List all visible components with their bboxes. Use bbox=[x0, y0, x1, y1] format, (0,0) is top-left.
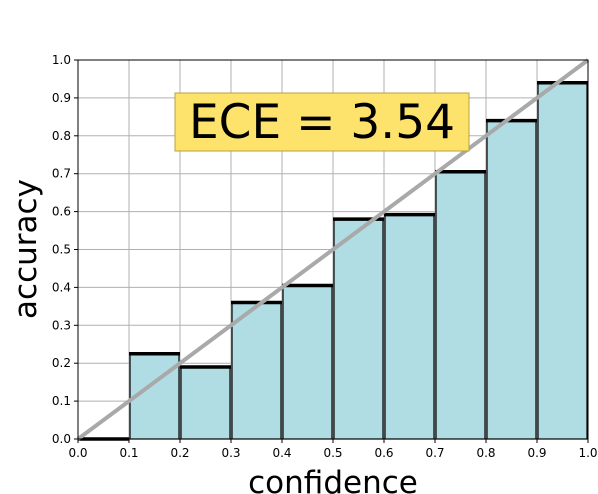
y-tick-label: 0.8 bbox=[52, 129, 71, 143]
y-tick-label: 1.0 bbox=[52, 53, 71, 67]
plot-frame bbox=[77, 59, 589, 440]
bar bbox=[537, 82, 588, 440]
x-tick-label: 0.8 bbox=[476, 446, 495, 460]
bar bbox=[282, 284, 333, 440]
diagonal bbox=[76, 58, 590, 441]
x-tick-label: 0.2 bbox=[170, 446, 189, 460]
y-tick-label: 0.1 bbox=[52, 394, 71, 408]
bar bbox=[384, 214, 435, 440]
x-tick-label: 1.0 bbox=[578, 446, 597, 460]
y-tick-label: 0.6 bbox=[52, 205, 71, 219]
y-tick-label: 0.9 bbox=[52, 91, 71, 105]
x-tick-label: 0.5 bbox=[323, 446, 342, 460]
x-tick-label: 0.3 bbox=[221, 446, 240, 460]
bar bbox=[231, 301, 282, 440]
x-tick-label: 0.1 bbox=[119, 446, 138, 460]
x-axis-label: confidence bbox=[248, 465, 418, 494]
annotation-box bbox=[174, 92, 470, 152]
bar bbox=[333, 218, 384, 440]
y-tick-label: 0.0 bbox=[52, 432, 71, 446]
y-tick-label: 0.5 bbox=[52, 243, 71, 257]
annotation: ECE = 3.54 bbox=[189, 95, 455, 150]
bar bbox=[486, 120, 537, 440]
bar bbox=[180, 366, 231, 440]
y-tick-label: 0.4 bbox=[52, 280, 71, 294]
y-tick-label: 0.7 bbox=[52, 167, 71, 181]
x-tick-label: 0.7 bbox=[425, 446, 444, 460]
y-axis-label: accuracy bbox=[8, 179, 44, 319]
bar bbox=[435, 171, 486, 440]
y-tick-label: 0.2 bbox=[52, 356, 71, 370]
x-tick-label: 0.6 bbox=[374, 446, 393, 460]
x-tick-label: 0.4 bbox=[272, 446, 291, 460]
x-tick-label: 0.0 bbox=[68, 446, 87, 460]
x-tick-label: 0.9 bbox=[527, 446, 546, 460]
y-tick-label: 0.3 bbox=[52, 318, 71, 332]
